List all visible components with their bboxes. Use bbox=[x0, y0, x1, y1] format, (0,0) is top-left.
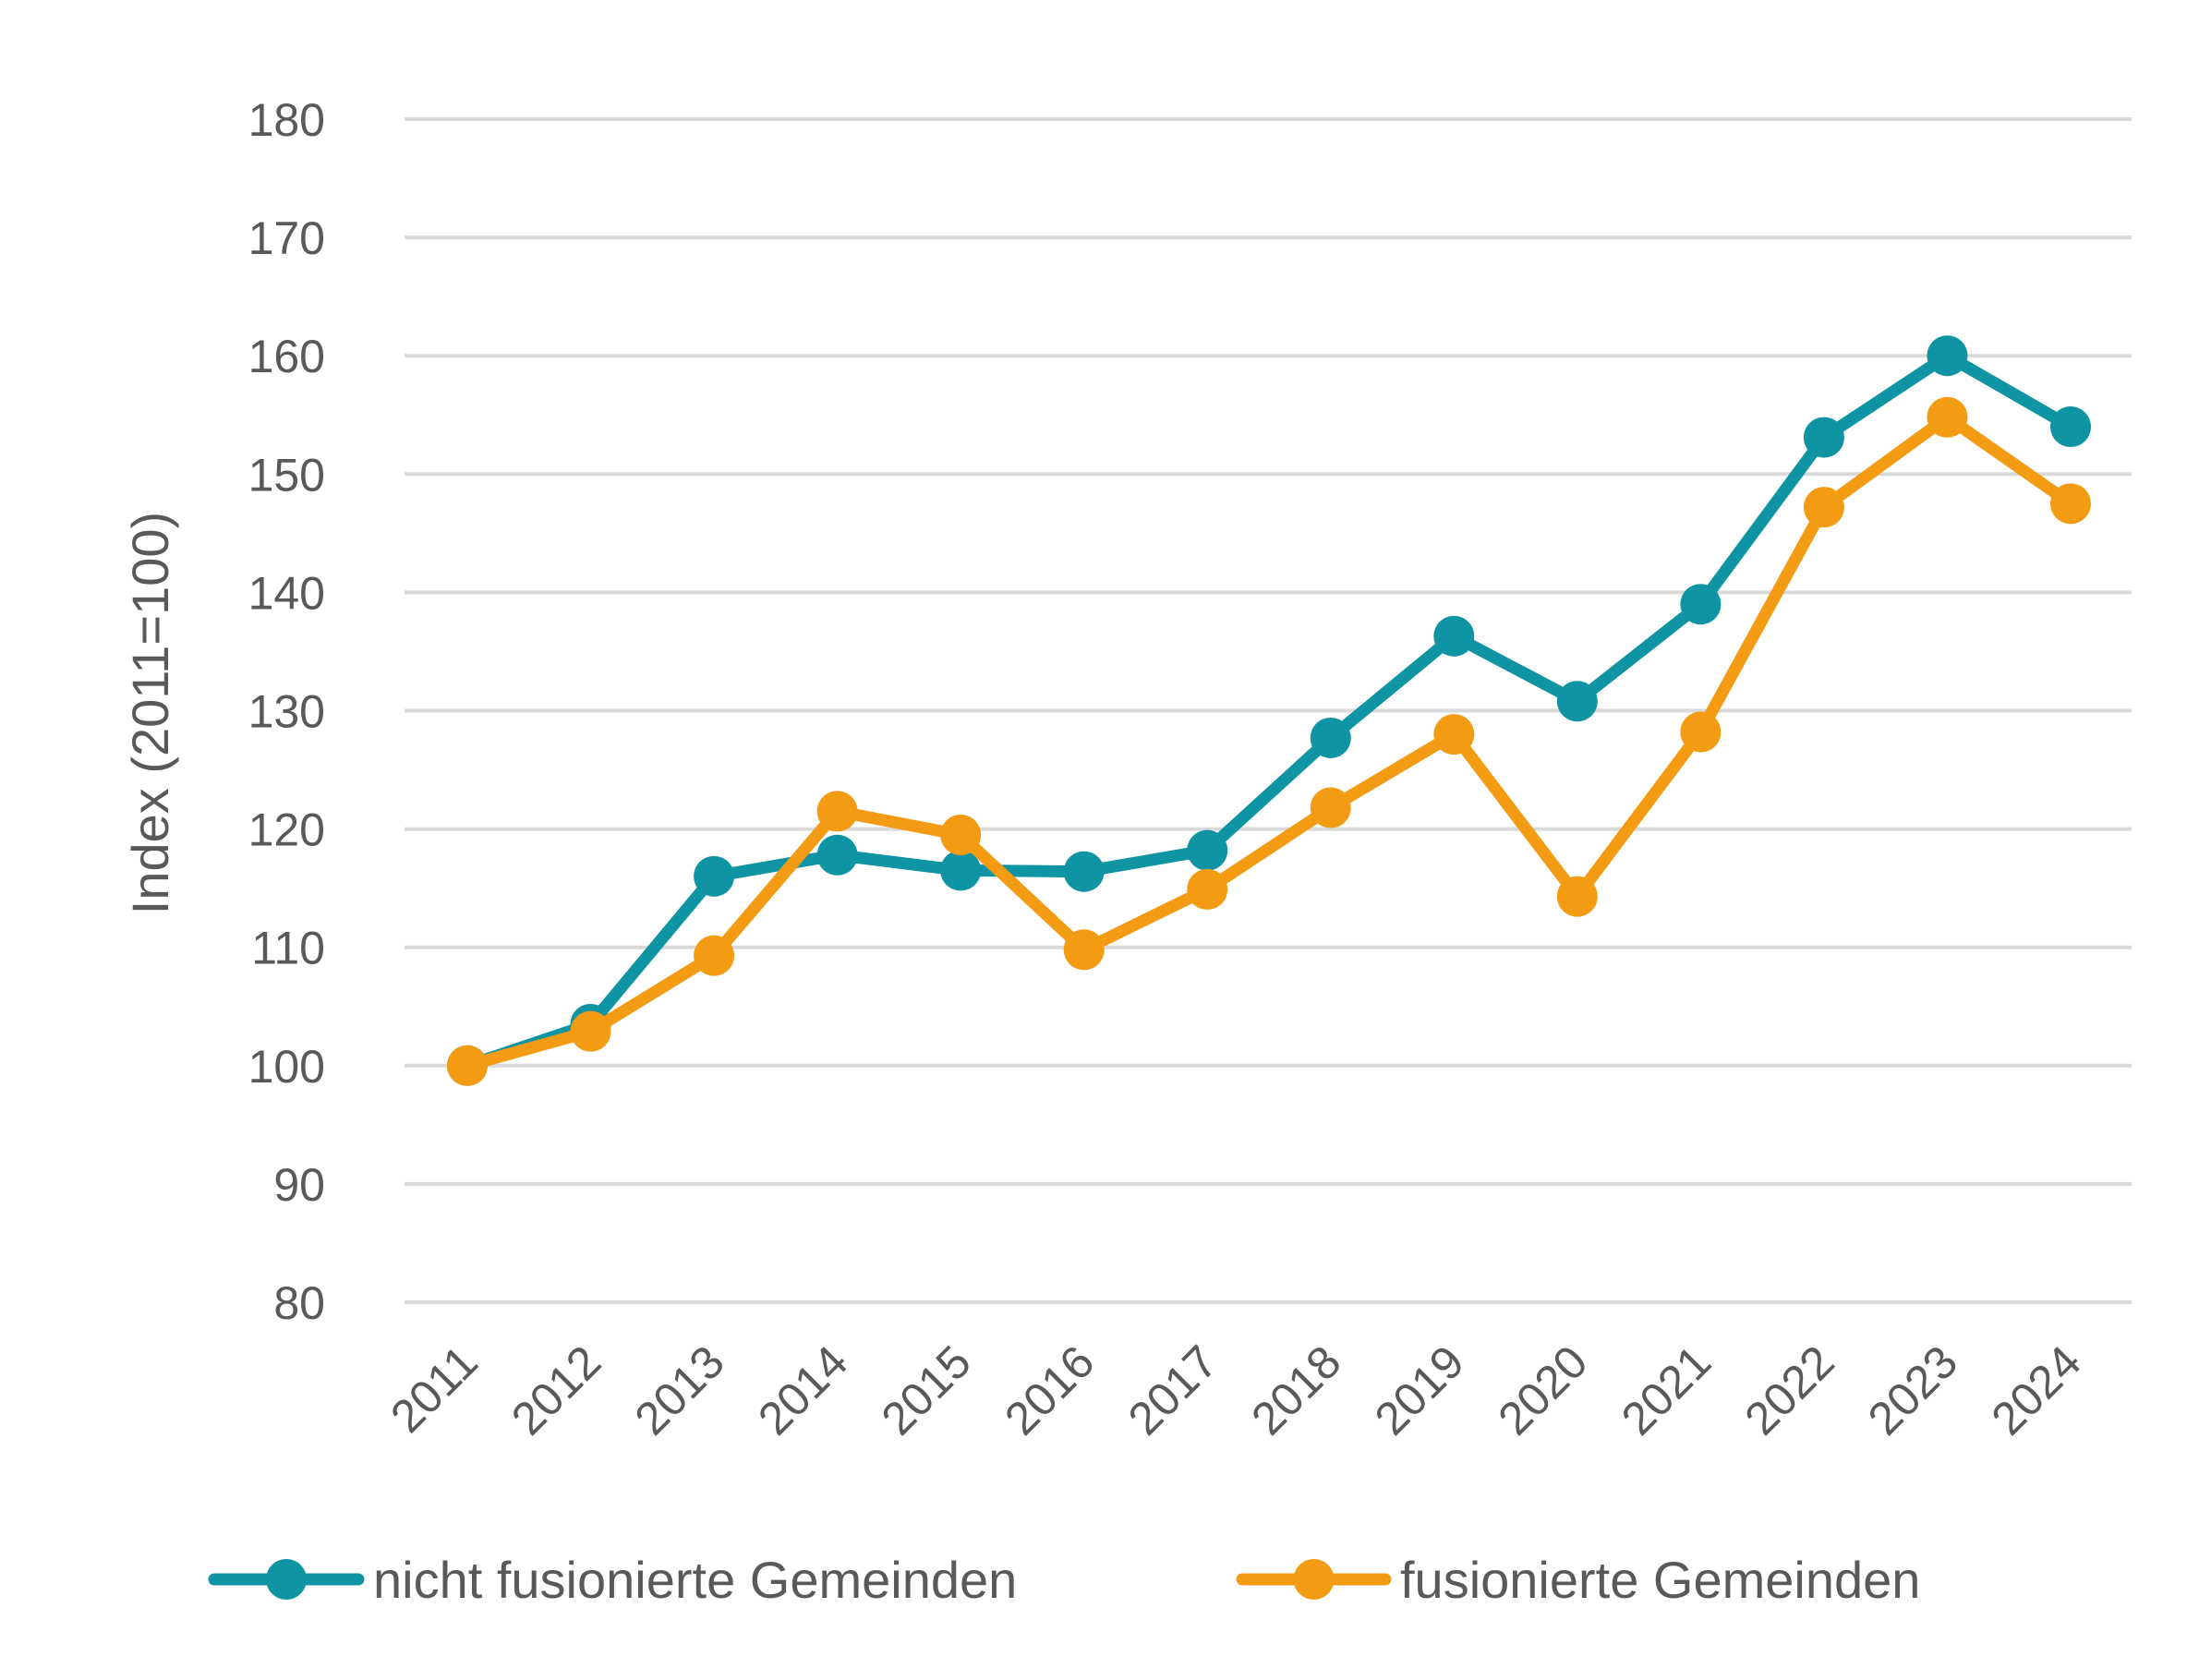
legend-swatch-marker bbox=[1293, 1559, 1335, 1600]
data-point bbox=[940, 815, 982, 856]
x-axis-ticks: 2011 2012 2013 2014 2015 2016 2017 2018 2019 2020… bbox=[381, 1336, 2091, 1444]
x-tick-label: 2021 bbox=[1612, 1336, 1721, 1444]
data-point bbox=[816, 834, 858, 876]
gridlines bbox=[405, 117, 2132, 1304]
x-tick-label: 2016 bbox=[995, 1336, 1104, 1444]
data-point bbox=[816, 791, 858, 832]
y-tick-label: 140 bbox=[248, 567, 325, 619]
y-tick-label: 100 bbox=[248, 1041, 325, 1093]
y-tick-label: 160 bbox=[248, 331, 325, 382]
data-point bbox=[1556, 876, 1598, 917]
data-point bbox=[447, 1045, 488, 1086]
data-point bbox=[570, 1010, 611, 1052]
x-tick-label: 2012 bbox=[501, 1336, 610, 1444]
data-point bbox=[1927, 335, 1968, 377]
data-point bbox=[2050, 406, 2091, 448]
y-tick-label: 150 bbox=[248, 449, 325, 501]
x-tick-label: 2023 bbox=[1858, 1336, 1967, 1444]
data-point bbox=[1680, 711, 1722, 753]
y-tick-label: 120 bbox=[248, 804, 325, 856]
x-tick-label: 2011 bbox=[381, 1336, 488, 1443]
y-tick-label: 110 bbox=[251, 923, 325, 974]
legend-swatch-marker bbox=[266, 1559, 307, 1600]
legend-item: nicht fusionierte Gemeinden bbox=[208, 1551, 1017, 1609]
x-tick-label: 2014 bbox=[748, 1336, 857, 1444]
data-point bbox=[940, 850, 982, 891]
x-tick-label: 2013 bbox=[625, 1336, 734, 1444]
data-point bbox=[1063, 851, 1105, 892]
data-point bbox=[1433, 615, 1475, 657]
data-point bbox=[1187, 829, 1228, 871]
y-axis-title: Index (2011=100) bbox=[121, 512, 179, 914]
series-line bbox=[461, 349, 2077, 1072]
x-tick-label: 2019 bbox=[1365, 1336, 1474, 1444]
x-tick-label: 2015 bbox=[872, 1336, 981, 1444]
y-tick-label: 80 bbox=[273, 1277, 325, 1329]
data-point bbox=[1433, 714, 1475, 755]
data-point bbox=[1927, 396, 1968, 438]
y-tick-label: 180 bbox=[248, 94, 325, 146]
data-point bbox=[1803, 417, 1844, 458]
y-axis-ticks: 80 90 100 110 120 130 140 150 160 170 180 bbox=[248, 94, 325, 1329]
legend-label: fusionierte Gemeinden bbox=[1400, 1551, 1920, 1609]
data-point bbox=[1063, 929, 1105, 971]
data-point bbox=[1187, 868, 1228, 910]
series-layer bbox=[447, 335, 2091, 1086]
legend: nicht fusionierte Gemeinden fusionierte G… bbox=[208, 1551, 1920, 1609]
data-point bbox=[1803, 487, 1844, 528]
data-point bbox=[1310, 787, 1351, 828]
x-tick-label: 2022 bbox=[1734, 1336, 1843, 1444]
y-tick-label: 170 bbox=[248, 212, 325, 264]
data-point bbox=[694, 855, 735, 897]
y-tick-label: 90 bbox=[273, 1159, 325, 1211]
data-point bbox=[1556, 681, 1598, 722]
legend-item: fusionierte Gemeinden bbox=[1236, 1551, 1920, 1609]
data-point bbox=[1680, 584, 1722, 625]
x-tick-label: 2024 bbox=[1982, 1336, 2091, 1444]
series-line bbox=[461, 411, 2077, 1072]
x-tick-label: 2020 bbox=[1488, 1336, 1597, 1444]
legend-label: nicht fusionierte Gemeinden bbox=[373, 1551, 1017, 1609]
data-point bbox=[2050, 483, 2091, 525]
y-tick-label: 130 bbox=[248, 686, 325, 738]
data-point bbox=[694, 935, 735, 976]
series-2 bbox=[447, 396, 2091, 1086]
x-tick-label: 2018 bbox=[1241, 1336, 1350, 1444]
data-point bbox=[1310, 717, 1351, 758]
x-tick-label: 2017 bbox=[1118, 1336, 1227, 1444]
